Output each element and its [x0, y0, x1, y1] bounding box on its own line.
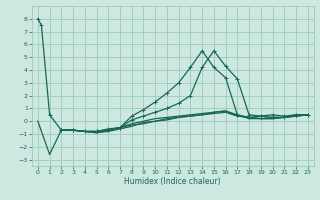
X-axis label: Humidex (Indice chaleur): Humidex (Indice chaleur)	[124, 177, 221, 186]
